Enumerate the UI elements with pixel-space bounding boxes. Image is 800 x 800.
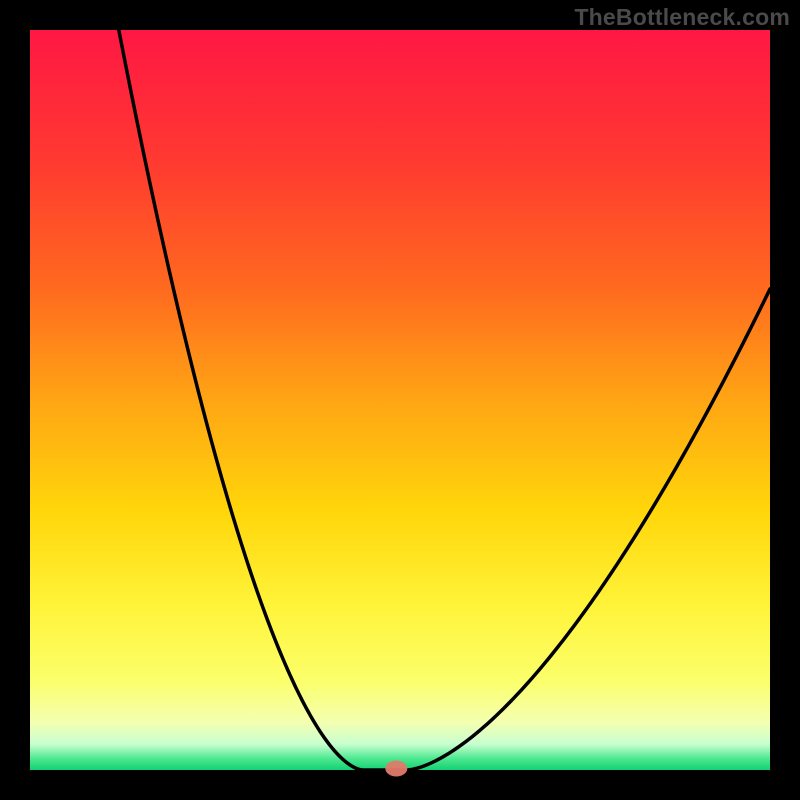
watermark-text: TheBottleneck.com [574,4,790,31]
chart-svg [0,0,800,800]
chart-stage: TheBottleneck.com [0,0,800,800]
valley-marker [385,761,407,777]
